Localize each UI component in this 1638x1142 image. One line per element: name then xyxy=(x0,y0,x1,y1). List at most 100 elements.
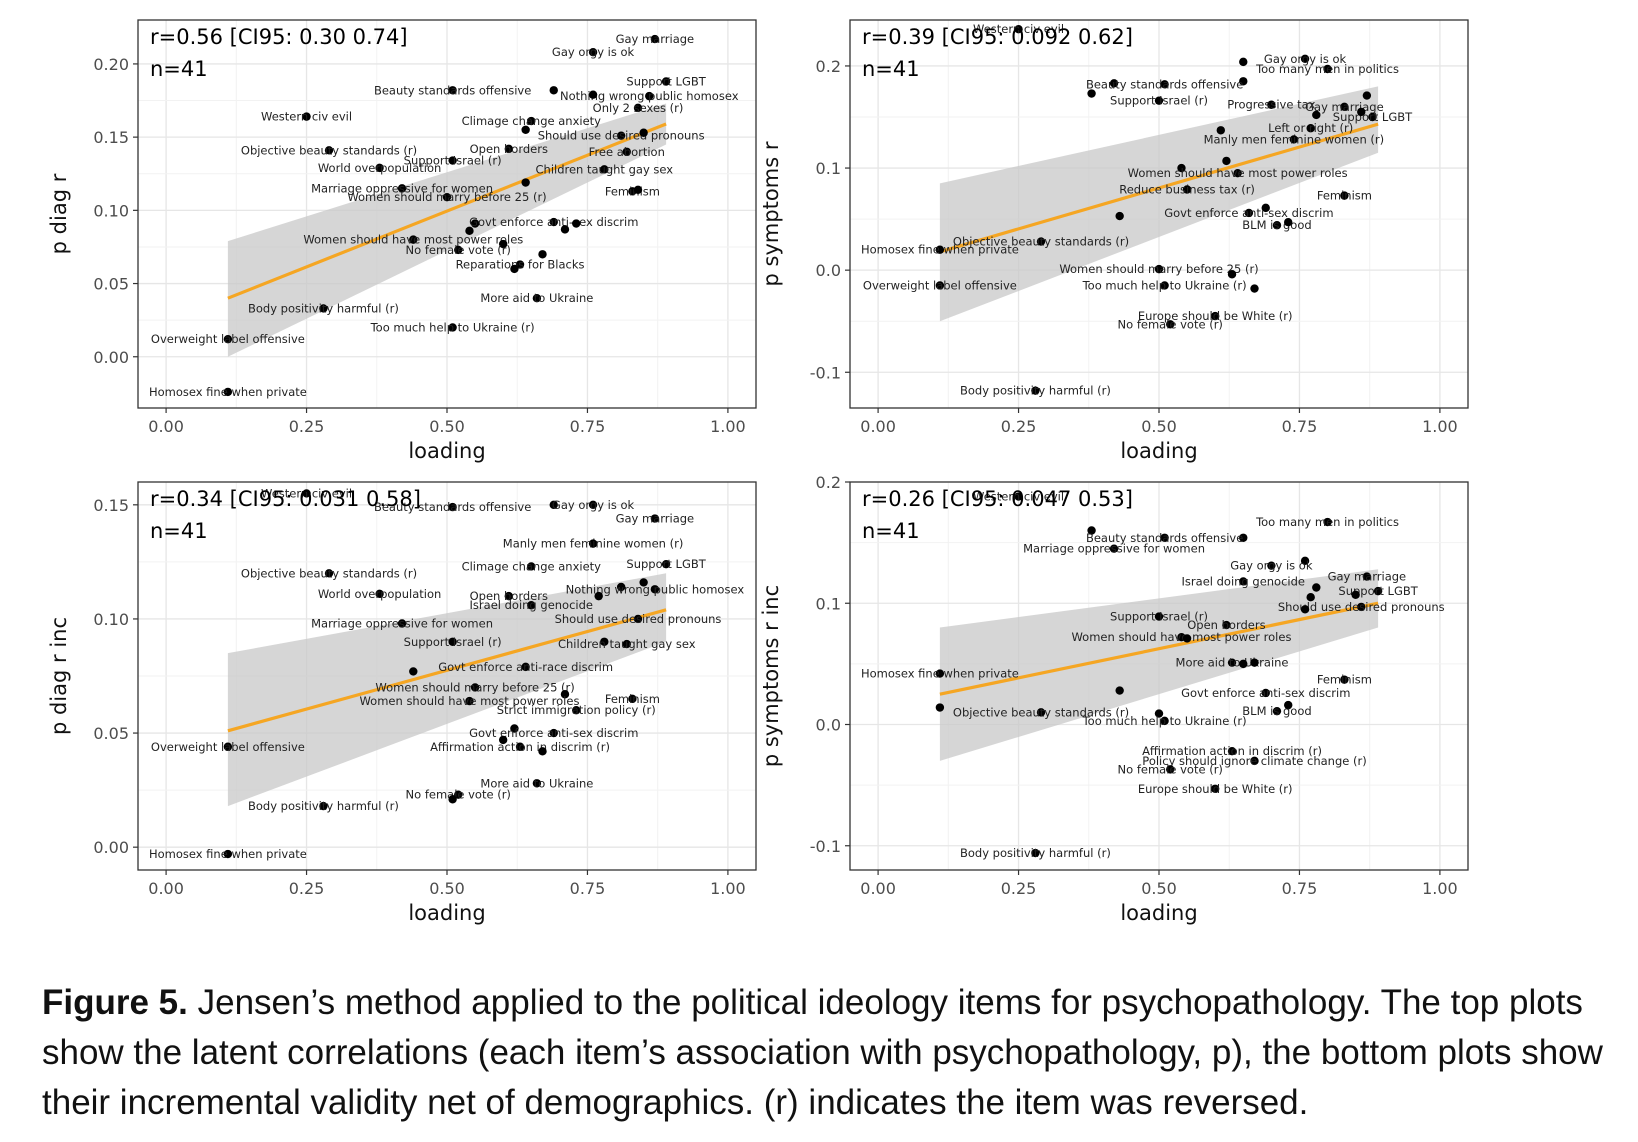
chart-panel-4: Western civ evil Too many men in politics… xyxy=(759,473,1469,925)
point-label: Gay marriage xyxy=(616,32,695,46)
data-point xyxy=(650,585,660,594)
point-label: Gay orgy is ok xyxy=(1264,52,1347,66)
point-label: Affirmation action in discrim (r) xyxy=(430,740,610,754)
point-label: Children taught gay sex xyxy=(536,162,674,176)
data-point xyxy=(1261,688,1270,698)
chart-panel-3: Western civ evil Gay orgy is ok Beauty sta… xyxy=(47,481,757,925)
point-label: Too many men in politics xyxy=(1255,62,1399,76)
x-tick-label: 0.25 xyxy=(1001,879,1037,898)
y-tick-label: 0.0 xyxy=(816,716,841,735)
y-axis-label: p symptoms r inc xyxy=(759,585,783,767)
fit-line xyxy=(939,122,1379,254)
data-point xyxy=(594,591,603,601)
data-point xyxy=(442,192,452,202)
point-label: Govt enforce anti-sex discrim xyxy=(1181,686,1350,700)
data-point xyxy=(1267,100,1276,109)
point-label: Overweight label offensive xyxy=(863,278,1017,292)
data-point xyxy=(1261,203,1270,213)
x-axis-label: loading xyxy=(1120,439,1197,463)
point-label: Support LGBT xyxy=(626,557,706,571)
data-point xyxy=(1160,80,1169,89)
data-point xyxy=(302,489,311,498)
data-point xyxy=(1216,126,1226,135)
sample-size-annotation: n=41 xyxy=(150,57,208,81)
data-point xyxy=(1160,716,1169,726)
x-tick-label: 1.00 xyxy=(710,417,746,436)
data-point xyxy=(600,637,609,646)
data-point xyxy=(448,795,457,804)
data-point xyxy=(521,178,530,187)
data-point xyxy=(1109,79,1119,88)
data-point xyxy=(661,77,671,86)
point-label: Israel doing genocide xyxy=(1182,574,1305,588)
data-point xyxy=(510,264,519,274)
point-label: Should use desired pronouns xyxy=(538,129,705,143)
data-point xyxy=(532,293,542,303)
y-axis-label: p diag r xyxy=(47,173,71,254)
sample-size-annotation: n=41 xyxy=(862,519,920,543)
data-point xyxy=(639,128,648,137)
data-point xyxy=(538,250,547,259)
point-label: Govt enforce anti-sex discrim xyxy=(469,726,638,740)
data-point xyxy=(1250,284,1259,293)
point-label: More aid to Ukraine xyxy=(480,291,593,305)
data-point xyxy=(1300,54,1310,63)
data-point xyxy=(375,163,384,173)
point-label: Too many men in politics xyxy=(1255,515,1399,529)
data-point xyxy=(1227,658,1237,667)
data-point xyxy=(1267,561,1276,570)
point-label: Support Israel (r) xyxy=(1110,94,1208,108)
point-label: Homosex fine when private xyxy=(149,847,307,861)
data-point xyxy=(633,185,643,195)
data-point xyxy=(510,724,519,733)
data-point xyxy=(1166,320,1175,329)
point-label: Gay orgy is ok xyxy=(1230,559,1313,573)
data-point xyxy=(1368,112,1377,122)
data-point xyxy=(588,500,598,510)
point-label: Open borders xyxy=(470,142,548,156)
data-point xyxy=(454,245,463,255)
x-tick-label: 0.50 xyxy=(1141,417,1177,436)
data-point xyxy=(1312,110,1321,120)
point-label: Beauty standards offensive xyxy=(1086,77,1243,91)
data-point xyxy=(319,801,328,811)
data-point xyxy=(549,500,558,510)
data-point xyxy=(1160,533,1169,542)
point-label: Women should have most power roles xyxy=(1071,630,1291,644)
data-point xyxy=(470,219,480,228)
data-point xyxy=(1284,217,1293,227)
y-tick-label: -0.1 xyxy=(810,837,841,856)
point-label: Reparations for Blacks xyxy=(456,258,585,272)
data-point xyxy=(1166,765,1175,774)
y-tick-label: 0.15 xyxy=(93,128,129,147)
point-label: Women should marry before 25 (r) xyxy=(1059,262,1258,276)
data-point xyxy=(302,112,311,121)
data-point xyxy=(527,562,536,571)
fit-line xyxy=(939,601,1379,696)
point-label: Nothing wrong public homosex xyxy=(566,582,745,596)
y-tick-label: 0.0 xyxy=(816,261,841,280)
data-point xyxy=(616,582,626,592)
point-label: Manly men feminine women (r) xyxy=(503,537,684,551)
data-point xyxy=(1340,675,1349,684)
point-label: Body positivity harmful (r) xyxy=(248,301,399,315)
figure: Gay marriage Gay orgy is ok Support LGBT No… xyxy=(47,19,1469,925)
data-point xyxy=(448,323,457,332)
data-point xyxy=(935,245,945,254)
point-label: No female vote (r) xyxy=(1118,317,1223,331)
x-tick-label: 1.00 xyxy=(1422,417,1458,436)
data-point xyxy=(645,91,654,101)
point-label: Marriage oppressive for women xyxy=(1023,542,1205,556)
data-point xyxy=(650,514,660,523)
confidence-band xyxy=(227,573,667,807)
y-axis-label: p diag r inc xyxy=(47,617,71,735)
data-point xyxy=(1300,556,1310,566)
data-point xyxy=(1227,270,1237,279)
point-label: Feminism xyxy=(605,184,660,198)
point-label: Gay marriage xyxy=(616,512,695,526)
point-label: Marriage oppressive for women xyxy=(311,617,493,631)
point-label: Women should have most power roles xyxy=(1128,166,1348,180)
data-point xyxy=(448,86,457,95)
point-label: Support Israel (r) xyxy=(1110,610,1208,624)
